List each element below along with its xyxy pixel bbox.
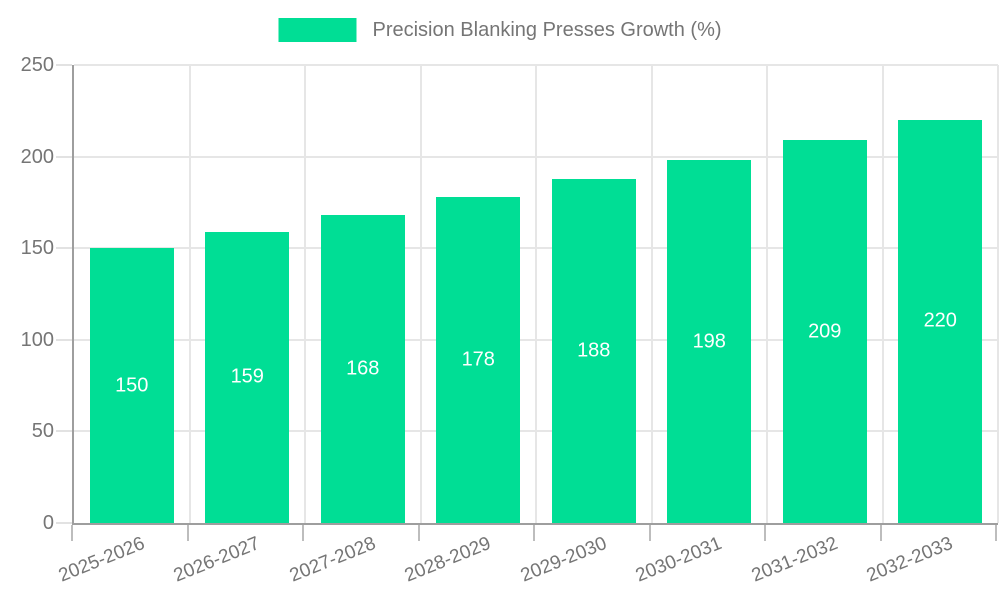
bar[interactable]: 198	[667, 160, 752, 523]
bar-value-label: 159	[230, 365, 264, 388]
x-axis-tick	[417, 525, 420, 541]
x-axis-tick	[879, 525, 882, 541]
bar[interactable]: 209	[782, 140, 867, 523]
y-axis-tick-label: 250	[20, 54, 54, 76]
y-axis-tick	[56, 247, 72, 250]
y-axis-tick	[56, 64, 72, 66]
bar[interactable]: 188	[551, 178, 636, 523]
bar[interactable]: 220	[898, 119, 983, 523]
legend[interactable]: Precision Blanking Presses Growth (%)	[278, 18, 722, 42]
x-axis-tick	[764, 525, 766, 541]
plot-area: 150 159 168 178 188 198 209 220	[72, 64, 999, 525]
y-axis-tick-label: 150	[20, 237, 54, 260]
y-axis-tick	[56, 338, 72, 341]
x-axis-tick	[648, 525, 651, 541]
y-axis-tick-label: 0	[42, 512, 54, 534]
x-axis-tick	[186, 525, 189, 541]
legend-label: Precision Blanking Presses Growth (%)	[372, 18, 722, 41]
bar-value-label: 198	[692, 330, 726, 353]
y-axis-tick	[56, 430, 72, 433]
bar[interactable]: 178	[436, 196, 521, 523]
x-axis-tick	[995, 525, 997, 541]
bar-value-label: 178	[461, 348, 495, 371]
v-gridline	[304, 65, 306, 523]
bar[interactable]: 150	[89, 248, 174, 523]
v-gridline	[419, 65, 422, 523]
x-axis-tick	[302, 525, 304, 541]
v-gridline	[535, 65, 537, 523]
v-gridline	[766, 65, 768, 523]
y-axis-tick	[56, 522, 72, 524]
bar-value-label: 220	[923, 309, 957, 332]
y-axis-tick-label: 200	[20, 145, 54, 168]
v-gridline	[650, 65, 653, 523]
bar-value-label: 150	[115, 374, 149, 397]
y-axis-tick	[56, 155, 72, 158]
v-gridline	[997, 65, 999, 523]
legend-swatch	[278, 18, 357, 42]
y-axis-tick-label: 50	[31, 420, 54, 443]
v-gridline	[188, 65, 191, 523]
bar[interactable]: 168	[320, 215, 405, 523]
v-gridline	[881, 65, 884, 523]
bar-value-label: 168	[346, 357, 380, 380]
x-axis-tick	[71, 525, 73, 541]
bar[interactable]: 159	[205, 231, 290, 523]
y-axis-tick-label: 100	[20, 328, 54, 351]
bar-value-label: 188	[577, 339, 611, 362]
x-axis-tick	[533, 525, 535, 541]
bar-value-label: 209	[808, 320, 842, 343]
